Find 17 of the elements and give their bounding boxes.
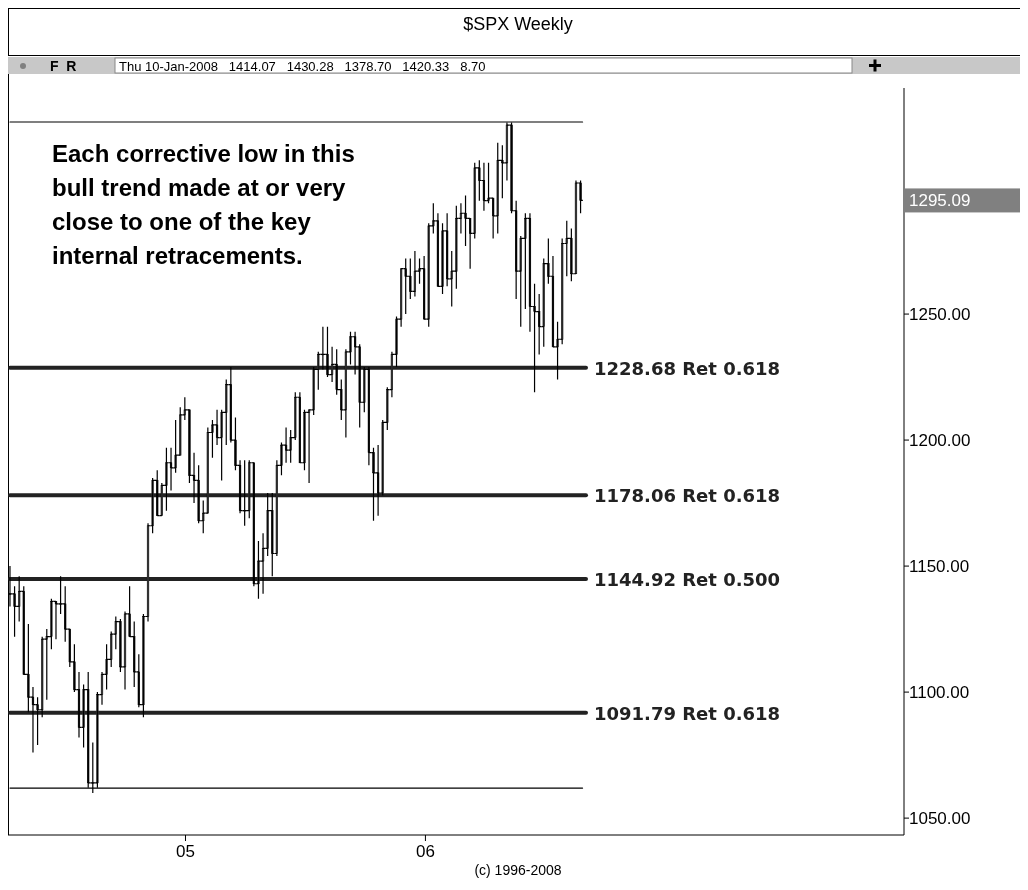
y-tick-label: 1100.00 xyxy=(909,683,970,703)
text: F R xyxy=(50,58,77,74)
text: Thu 10-Jan-2008 1414.07 1430.28 1378.70 1420.33 8.70 xyxy=(119,59,486,74)
ref-line-label: 1144.92 Ret 0.500 xyxy=(594,568,781,590)
x-tick-label: 06 xyxy=(415,842,435,861)
y-tick-label: 1150.00 xyxy=(909,557,970,577)
ref-line-label: 1091.79 Ret 0.618 xyxy=(594,702,781,724)
ref-line-label: 1228.68 Ret 0.618 xyxy=(594,357,781,379)
text: 1295.09 xyxy=(909,191,971,211)
annotation: Each corrective low in this bull trend made at or very close to one of the key internal retracements. xyxy=(52,140,355,269)
y-tick-label: 1050.00 xyxy=(909,809,971,829)
text: (c) 1996-2008 xyxy=(474,862,562,878)
y-tick-label: 1250.00 xyxy=(909,305,971,325)
y-tick-label: 1200.00 xyxy=(909,431,971,451)
x-tick-label: 05 xyxy=(176,842,195,861)
ref-line-label: 1178.06 Ret 0.618 xyxy=(594,485,781,507)
chart-title: $SPX Weekly xyxy=(463,14,573,34)
